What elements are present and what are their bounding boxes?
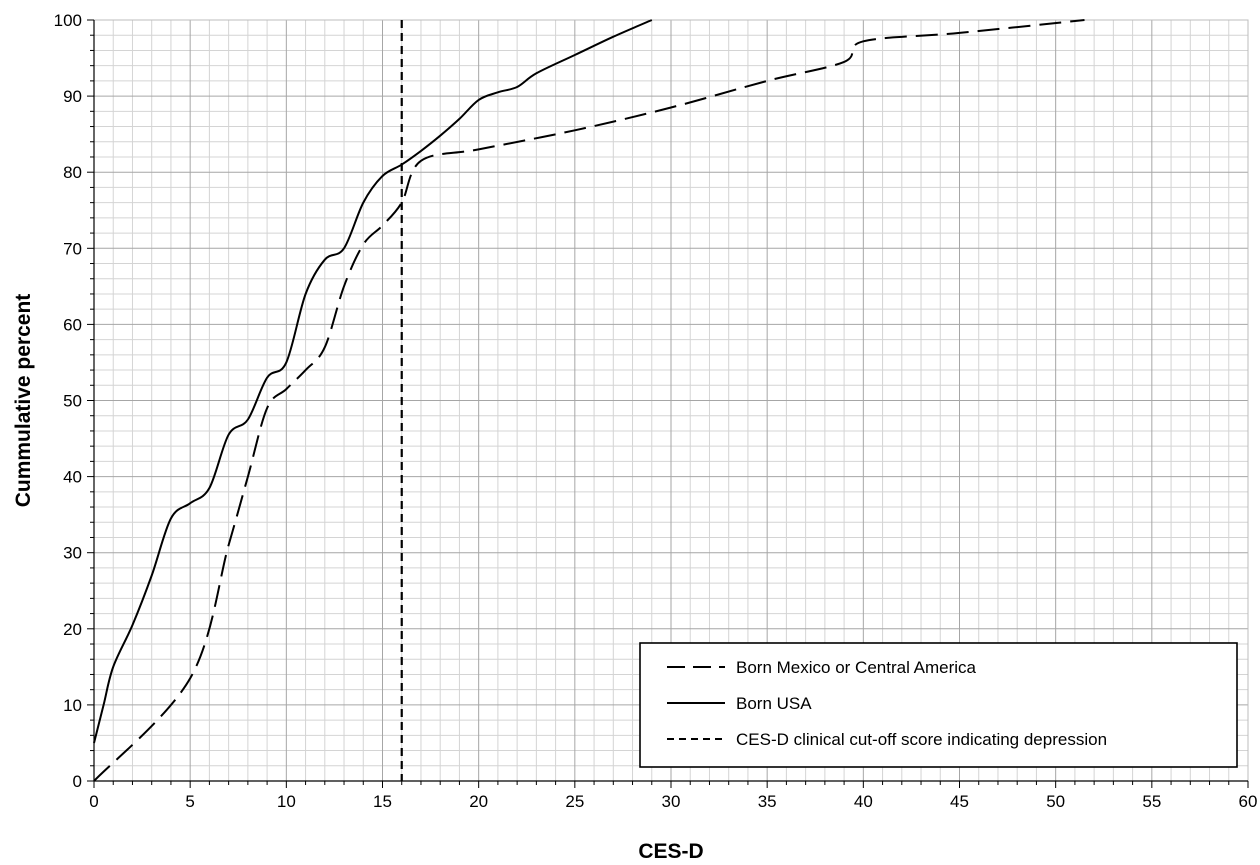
y-tick-label: 0 bbox=[73, 772, 82, 791]
y-tick-label: 20 bbox=[63, 620, 82, 639]
y-tick-label: 40 bbox=[63, 468, 82, 487]
y-tick-label: 100 bbox=[54, 11, 82, 30]
x-tick-label: 20 bbox=[469, 792, 488, 811]
y-axis-tick-labels: 0 10 20 30 40 50 60 70 80 90 100 bbox=[54, 11, 82, 791]
x-tick-label: 35 bbox=[758, 792, 777, 811]
axis-ticks bbox=[87, 19, 1249, 788]
x-tick-label: 50 bbox=[1046, 792, 1065, 811]
x-tick-label: 0 bbox=[89, 792, 98, 811]
y-tick-label: 60 bbox=[63, 315, 82, 334]
legend-label-cutoff: CES-D clinical cut-off score indicating … bbox=[736, 730, 1107, 749]
x-tick-label: 40 bbox=[854, 792, 873, 811]
x-tick-label: 45 bbox=[950, 792, 969, 811]
legend: Born Mexico or Central America Born USA … bbox=[639, 642, 1238, 768]
legend-label-born-mexico: Born Mexico or Central America bbox=[736, 658, 977, 677]
series-layer bbox=[93, 19, 1085, 782]
x-tick-label: 55 bbox=[1142, 792, 1161, 811]
x-axis-tick-labels: 0 5 10 15 20 25 30 35 40 45 50 55 60 bbox=[89, 792, 1257, 811]
x-tick-label: 5 bbox=[185, 792, 194, 811]
y-tick-label: 10 bbox=[63, 696, 82, 715]
y-axis-title: Cummulative percent bbox=[12, 294, 35, 508]
series-line-born-mexico bbox=[93, 19, 1085, 782]
x-tick-label: 60 bbox=[1239, 792, 1258, 811]
legend-label-born-usa: Born USA bbox=[736, 694, 812, 713]
legend-box bbox=[639, 642, 1238, 768]
x-tick-label: 25 bbox=[565, 792, 584, 811]
x-tick-label: 15 bbox=[373, 792, 392, 811]
x-tick-label: 10 bbox=[277, 792, 296, 811]
series-line-born-usa bbox=[93, 19, 653, 744]
y-tick-label: 30 bbox=[63, 544, 82, 563]
y-tick-label: 50 bbox=[63, 392, 82, 411]
x-tick-label: 30 bbox=[662, 792, 681, 811]
y-tick-label: 90 bbox=[63, 87, 82, 106]
y-tick-label: 70 bbox=[63, 239, 82, 258]
y-tick-label: 80 bbox=[63, 163, 82, 182]
x-axis-title: CES-D bbox=[638, 840, 703, 863]
